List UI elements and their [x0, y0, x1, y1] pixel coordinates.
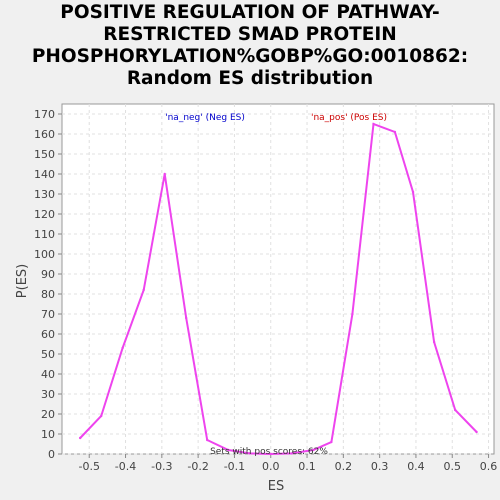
y-tick-label: 120 [34, 208, 55, 221]
data-point [100, 414, 103, 418]
x-tick-label: 0.3 [371, 460, 389, 473]
x-tick-label: 0.5 [444, 460, 462, 473]
x-tick-label: -0.3 [151, 460, 172, 473]
data-point [206, 438, 209, 442]
y-tick-label: 10 [41, 428, 55, 441]
data-point [290, 452, 293, 455]
y-tick-label: 140 [34, 168, 55, 181]
data-point [269, 452, 272, 456]
data-point [142, 288, 145, 292]
x-tick-label: -0.4 [115, 460, 136, 473]
title-line-1: POSITIVE REGULATION OF PATHWAY- [60, 2, 440, 23]
data-point [163, 172, 166, 176]
y-tick-label: 90 [41, 268, 55, 281]
y-tick-label: 60 [41, 328, 55, 341]
x-tick-label: 0.4 [407, 460, 425, 473]
title-line-4: Random ES distribution [126, 68, 374, 89]
x-tick-label: 0.2 [335, 460, 353, 473]
data-point [184, 316, 188, 320]
title-line-2: RESTRICTED SMAD PROTEIN [103, 24, 397, 45]
plot-area [61, 103, 495, 455]
y-tick-label: 110 [34, 228, 55, 241]
series-group [78, 122, 478, 456]
data-point [475, 430, 478, 434]
data-point [411, 190, 415, 194]
title-line-3: PHOSPHORYLATION%GOBP%GO:0010862: [31, 46, 469, 67]
pos-scores-label: Sets with pos scores: 62% [210, 447, 328, 457]
x-tick-label: -0.2 [187, 460, 208, 473]
pos-es-label: 'na_pos' (Pos ES) [311, 113, 387, 123]
data-point [372, 122, 375, 126]
x-axis-label: ES [268, 479, 284, 494]
y-tick-label: 0 [48, 448, 55, 461]
y-tick-label: 30 [41, 388, 55, 401]
y-tick-label: 100 [34, 248, 55, 261]
neg-es-label: 'na_neg' (Neg ES) [165, 113, 245, 123]
y-tick-label: 70 [41, 308, 55, 321]
data-point [312, 448, 315, 452]
y-tick-label: 130 [34, 188, 55, 201]
x-axis: -0.5 -0.4 -0.3 -0.2 -0.1 0.0 0.1 0.2 0.3 0.4 0.5 0.… [78, 454, 497, 473]
y-tick-label: 50 [41, 348, 55, 361]
data-point [330, 440, 333, 444]
x-tick-label: -0.1 [224, 460, 245, 473]
y-tick-label: 20 [41, 408, 55, 421]
x-tick-label: -0.5 [78, 460, 99, 473]
y-tick-label: 160 [34, 128, 55, 141]
data-point [453, 408, 457, 412]
data-point [248, 452, 251, 455]
x-tick-label: 0.0 [262, 460, 280, 473]
y-axis: 0 10 20 30 40 50 60 70 80 90 100 110 120 130 140 150 160… [34, 108, 62, 461]
es-distribution-line [79, 122, 478, 456]
data-point [227, 448, 230, 452]
data-point [393, 130, 397, 134]
y-axis-label: P(ES) [15, 264, 30, 298]
data-point [432, 340, 436, 344]
data-point [351, 312, 354, 316]
y-tick-label: 40 [41, 368, 55, 381]
y-tick-label: 80 [41, 288, 55, 301]
y-tick-label: 170 [34, 108, 55, 121]
y-tick-label: 150 [34, 148, 55, 161]
x-tick-label: 0.6 [480, 460, 498, 473]
chart-title: POSITIVE REGULATION OF PATHWAY- RESTRICT… [0, 2, 500, 90]
data-point [121, 346, 124, 350]
data-point [78, 436, 82, 440]
x-tick-label: 0.1 [298, 460, 316, 473]
